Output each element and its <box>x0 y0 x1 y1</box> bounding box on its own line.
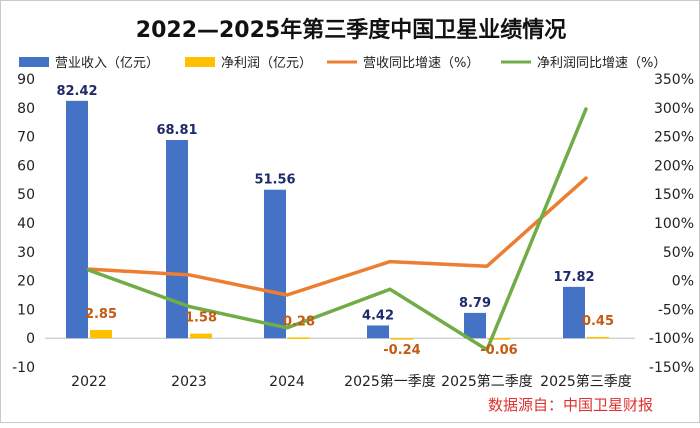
legend-label-net-profit-growth: 净利润同比增速（%） <box>537 56 666 71</box>
net-profit-bar <box>587 336 609 339</box>
category-label: 2024 <box>269 374 305 390</box>
revenue-value-label: 82.42 <box>56 84 97 99</box>
revenue-growth-line <box>87 176 588 297</box>
right-tick-label: 50% <box>663 245 694 261</box>
revenue-value-label: 68.81 <box>156 123 197 138</box>
net-profit-value-label: -0.06 <box>480 343 517 358</box>
revenue-bars <box>66 100 585 339</box>
revenue-bar <box>264 189 286 339</box>
right-tick-label: -100% <box>649 331 694 347</box>
legend-swatch-revenue <box>19 57 49 67</box>
revenue-bar <box>367 325 389 339</box>
revenue-value-label: 8.79 <box>459 296 491 311</box>
net-profit-value-label: 1.58 <box>185 311 217 326</box>
revenue-value-label: 4.42 <box>362 308 394 323</box>
left-tick-label: 40 <box>17 216 35 232</box>
net-profit-value-label: -0.24 <box>383 343 420 358</box>
net-profit-bar <box>391 338 413 340</box>
net-profit-bars <box>90 329 609 340</box>
left-tick-label: 60 <box>17 158 35 174</box>
legend-label-revenue: 营业收入（亿元） <box>55 56 159 71</box>
x-axis: 2022 2023 2024 2025第一季度 2025第二季度 2025第三季度 <box>71 373 632 390</box>
right-tick-label: 100% <box>654 216 694 232</box>
right-axis: -150% -100% -50% 0% 50% 100% 150% 200% 250% 300% 3… <box>649 72 694 376</box>
revenue-value-label: 51.56 <box>254 173 295 188</box>
net-profit-bar <box>90 329 112 339</box>
net-profit-growth-line <box>87 107 588 352</box>
left-tick-label: 70 <box>17 130 35 146</box>
legend-label-net-profit: 净利润（亿元） <box>221 56 312 71</box>
category-label: 2022 <box>71 374 107 390</box>
chart-title: 2022—2025年第三季度中国卫星业绩情况 <box>136 17 566 43</box>
revenue-bar <box>166 140 188 339</box>
left-axis: -10 0 10 20 30 40 50 60 70 80 90 <box>12 72 35 376</box>
right-tick-label: -150% <box>649 360 694 376</box>
growth-lines <box>87 107 588 352</box>
source-note: 数据源自：中国卫星财报 <box>488 396 653 414</box>
left-tick-label: 0 <box>26 331 35 347</box>
category-label: 2025第二季度 <box>441 373 533 390</box>
category-label: 2025第三季度 <box>540 373 632 390</box>
right-tick-label: 0% <box>672 274 694 290</box>
right-tick-label: 350% <box>654 72 694 88</box>
right-tick-label: 250% <box>654 130 694 146</box>
net-profit-bar <box>288 337 310 339</box>
revenue-bar <box>464 312 486 339</box>
revenue-value-label: 17.82 <box>553 270 594 285</box>
left-tick-label: 20 <box>17 274 35 290</box>
left-tick-label: -10 <box>12 360 35 376</box>
right-tick-label: 300% <box>654 101 694 117</box>
net-profit-value-label: 0.45 <box>582 314 614 329</box>
net-profit-bar <box>488 338 510 340</box>
revenue-bar <box>563 286 585 339</box>
right-tick-label: -50% <box>658 302 694 318</box>
right-tick-label: 150% <box>654 187 694 203</box>
bar-value-labels: 82.42 2.85 68.81 1.58 51.56 0.28 4.42 -0.24 8.79… <box>56 84 614 358</box>
legend: 营业收入（亿元） 净利润（亿元） 营收同比增速（%） 净利润同比增速（%） <box>19 56 666 71</box>
revenue-bar <box>66 100 88 339</box>
right-tick-label: 200% <box>654 158 694 174</box>
category-label: 2025第一季度 <box>344 373 436 390</box>
left-tick-label: 80 <box>17 101 35 117</box>
left-tick-label: 90 <box>17 72 35 88</box>
net-profit-bar <box>190 333 212 339</box>
left-tick-label: 30 <box>17 245 35 261</box>
legend-swatch-net-profit <box>185 57 215 67</box>
left-tick-label: 50 <box>17 187 35 203</box>
legend-label-revenue-growth: 营收同比增速（%） <box>363 56 479 71</box>
category-label: 2023 <box>171 374 207 390</box>
left-tick-label: 10 <box>17 302 35 318</box>
net-profit-value-label: 2.85 <box>85 307 117 322</box>
net-profit-value-label: 0.28 <box>283 314 315 329</box>
